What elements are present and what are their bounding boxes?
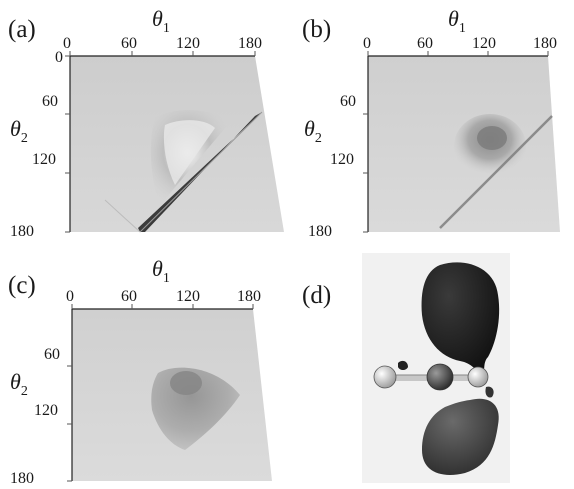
y-axis-title: θ2 (304, 118, 322, 146)
y-tick-label: 0 (55, 50, 63, 66)
x-tick-label: 0 (63, 36, 71, 52)
x-axis-title: θ1 (448, 8, 466, 36)
y-tick-marks (363, 114, 368, 232)
y-axis-title: θ2 (10, 371, 28, 399)
x-tick-marks (368, 51, 548, 56)
panel-label: (a) (8, 17, 36, 42)
x-tick-label: 0 (363, 36, 371, 52)
panel-label: (c) (8, 273, 36, 298)
peak-center (477, 126, 507, 150)
panel-label: (b) (302, 17, 331, 42)
panel-b: (b) θ1 θ2 0 60 120 180 60 120 180 (290, 0, 574, 245)
molecule-isosurface (290, 245, 574, 489)
x-tick-marks (72, 304, 253, 309)
y-tick-label: 60 (44, 347, 60, 363)
panel-c-plot (0, 245, 290, 489)
x-tick-label: 180 (238, 36, 262, 52)
y-tick-label: 120 (32, 152, 56, 168)
y-axis-title: θ2 (10, 118, 28, 146)
y-tick-label: 60 (340, 94, 356, 110)
y-tick-marks (67, 366, 72, 481)
x-tick-label: 60 (417, 36, 433, 52)
atom-white-left (374, 366, 396, 388)
x-axis-title: θ1 (152, 258, 170, 286)
panel-a: (a) θ1 θ2 0 60 120 180 0 60 120 180 (0, 0, 290, 245)
x-axis-title: θ1 (152, 8, 170, 36)
x-tick-label: 120 (176, 289, 200, 305)
atom-dark-center (427, 364, 453, 390)
y-tick-marks (65, 56, 70, 232)
panel-c: (c) θ1 θ2 0 60 120 180 60 120 180 (0, 245, 290, 489)
y-tick-label: 180 (10, 471, 34, 487)
y-tick-label: 180 (308, 224, 332, 240)
x-tick-label: 120 (472, 36, 496, 52)
y-tick-label: 120 (34, 403, 58, 419)
x-tick-label: 180 (533, 36, 557, 52)
panel-d: (d) (290, 245, 574, 489)
y-tick-label: 120 (330, 152, 354, 168)
x-tick-label: 0 (66, 289, 74, 305)
x-tick-label: 180 (237, 289, 261, 305)
x-tick-label: 60 (121, 36, 137, 52)
x-tick-marks (70, 51, 255, 56)
y-tick-label: 180 (10, 224, 34, 240)
panel-label: (d) (302, 283, 331, 308)
y-tick-label: 60 (42, 94, 58, 110)
peak-center (170, 371, 202, 395)
x-tick-label: 120 (176, 36, 200, 52)
x-tick-label: 60 (121, 289, 137, 305)
atom-white-right (468, 367, 488, 387)
